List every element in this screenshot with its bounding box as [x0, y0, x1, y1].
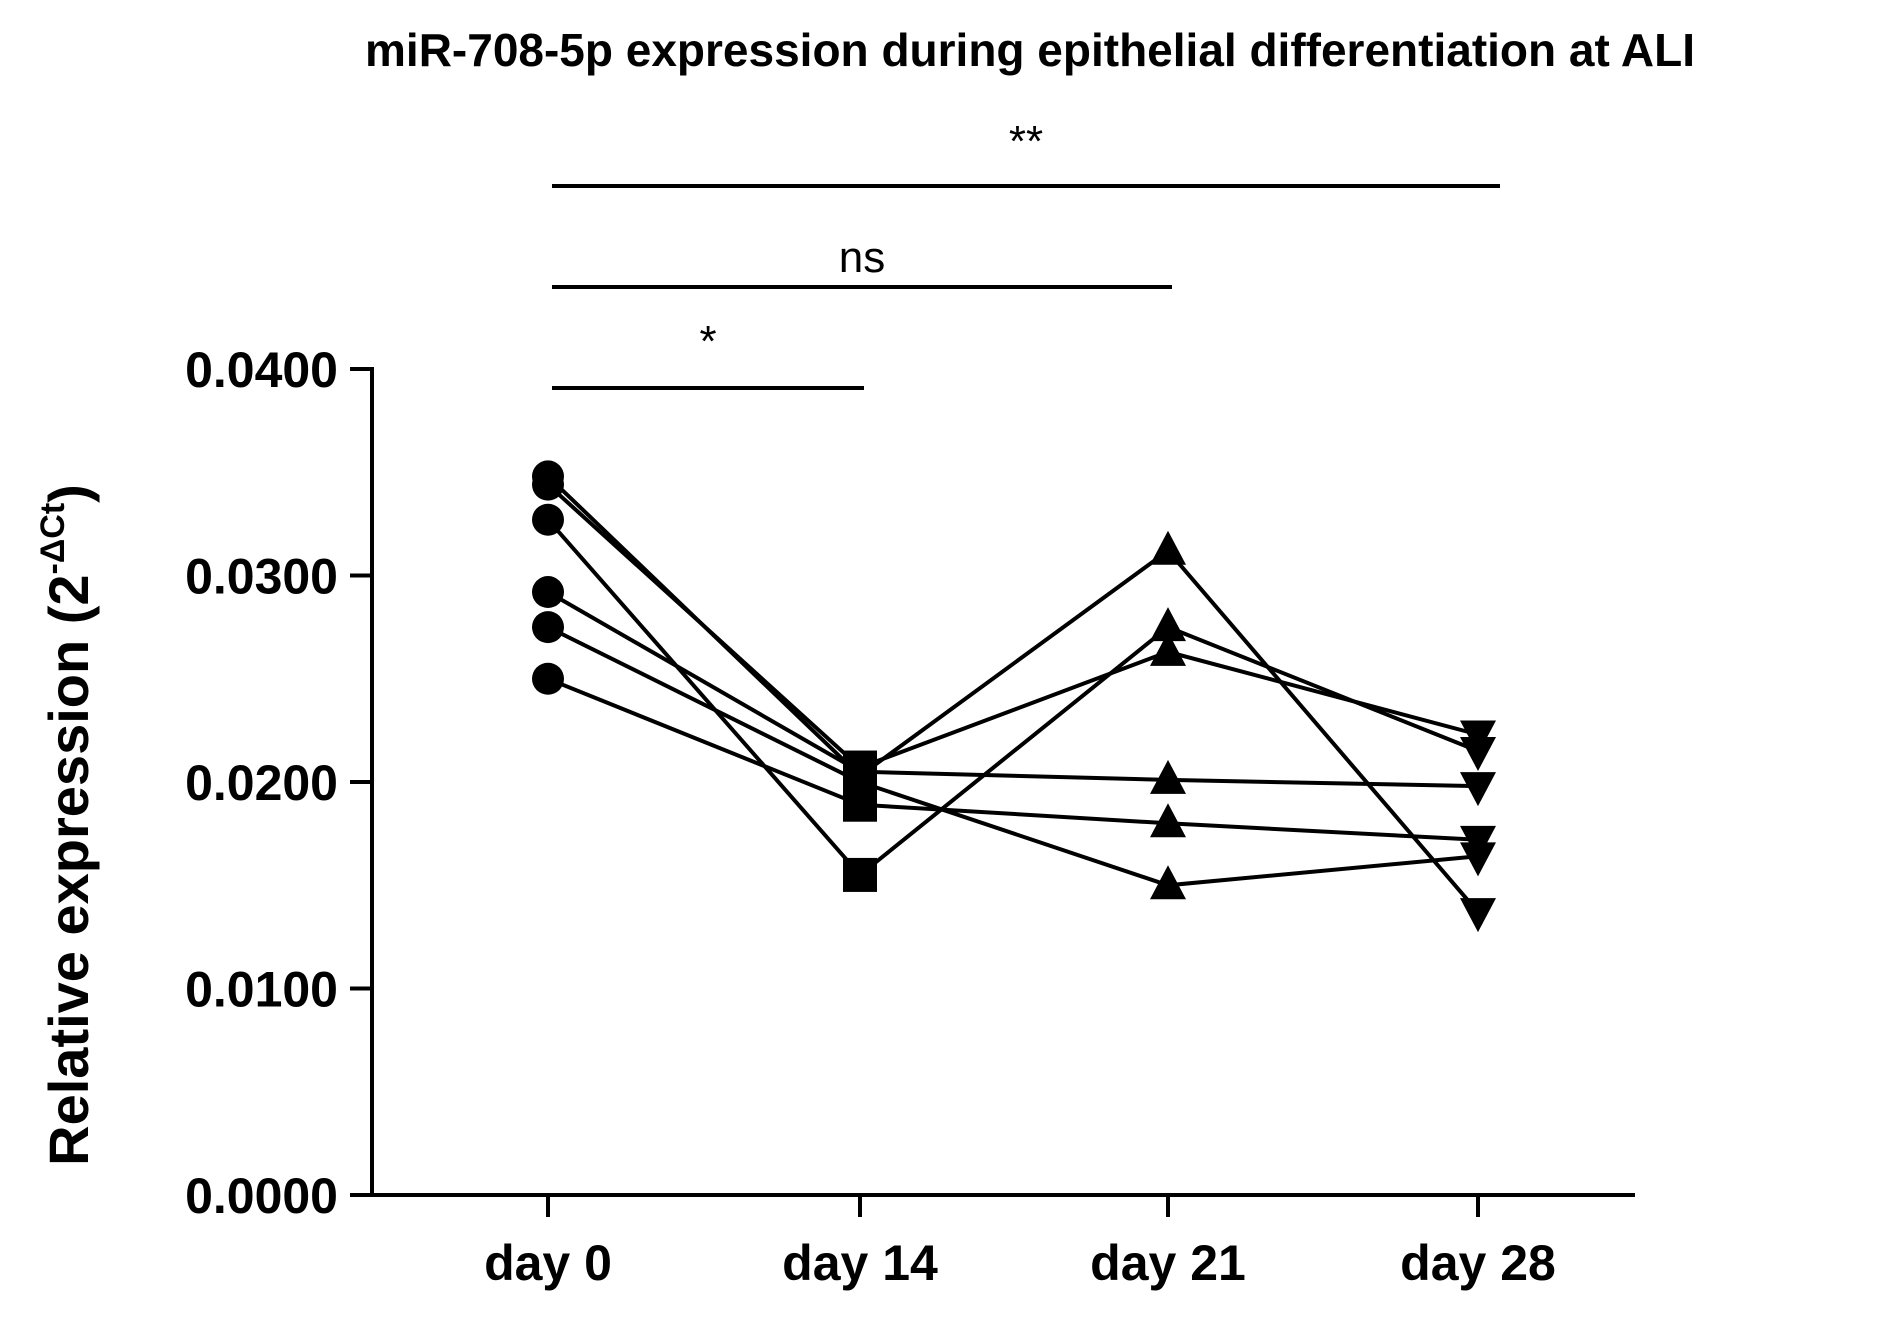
xtick-label: day 21 [1090, 1235, 1246, 1291]
circle-marker [532, 611, 564, 644]
series-line [546, 518, 1479, 878]
triangle-up-marker [1150, 631, 1186, 666]
circle-marker [532, 662, 564, 695]
significance-annotations: * ns ** [552, 117, 1500, 390]
xtick-label: day 14 [782, 1235, 938, 1291]
y-axis-ticks: 0.0000 0.0100 0.0200 0.0300 0.0400 [185, 342, 372, 1224]
series-line [546, 483, 1479, 770]
circle-marker [532, 503, 564, 536]
xtick-label: day 0 [484, 1235, 612, 1291]
significance-label: ** [1009, 117, 1043, 166]
square-marker [843, 857, 877, 892]
triangle-up-marker [1150, 530, 1186, 565]
ytick-label: 0.0100 [185, 962, 338, 1018]
triangle-down-marker [1460, 737, 1496, 772]
triangle-up-marker [1150, 759, 1186, 794]
series-lines [546, 474, 1480, 914]
triangle-up-marker [1150, 607, 1186, 642]
chart-title: miR-708-5p expression during epithelial … [365, 24, 1695, 76]
square-marker [843, 787, 877, 822]
circle-marker [532, 576, 564, 609]
ytick-label: 0.0200 [185, 755, 338, 811]
x-axis-ticks: day 0 day 14 day 21 day 28 [484, 1195, 1556, 1291]
triangle-up-marker [1150, 865, 1186, 900]
significance-label: * [699, 317, 716, 366]
circle-marker [532, 468, 564, 501]
series-line [547, 590, 1479, 789]
ytick-label: 0.0000 [185, 1168, 338, 1224]
series-line [547, 676, 1479, 842]
triangle-up-marker [1150, 803, 1186, 838]
ytick-label: 0.0400 [185, 342, 338, 398]
triangle-down-marker [1460, 825, 1496, 860]
triangle-down-marker [1460, 772, 1496, 807]
y-axis-label-superscript: -ΔCt [34, 503, 72, 575]
series-line [547, 625, 1479, 888]
significance-label: ns [839, 233, 885, 282]
ytick-label: 0.0300 [185, 549, 338, 605]
y-axis-label-close: ) [37, 484, 100, 503]
data-markers [532, 460, 1496, 933]
xtick-label: day 28 [1400, 1235, 1556, 1291]
y-axis-label: Relative expression (2-ΔCt) [34, 484, 100, 1166]
y-axis-label-main: Relative expression (2 [37, 574, 100, 1165]
triangle-down-marker [1460, 898, 1496, 933]
